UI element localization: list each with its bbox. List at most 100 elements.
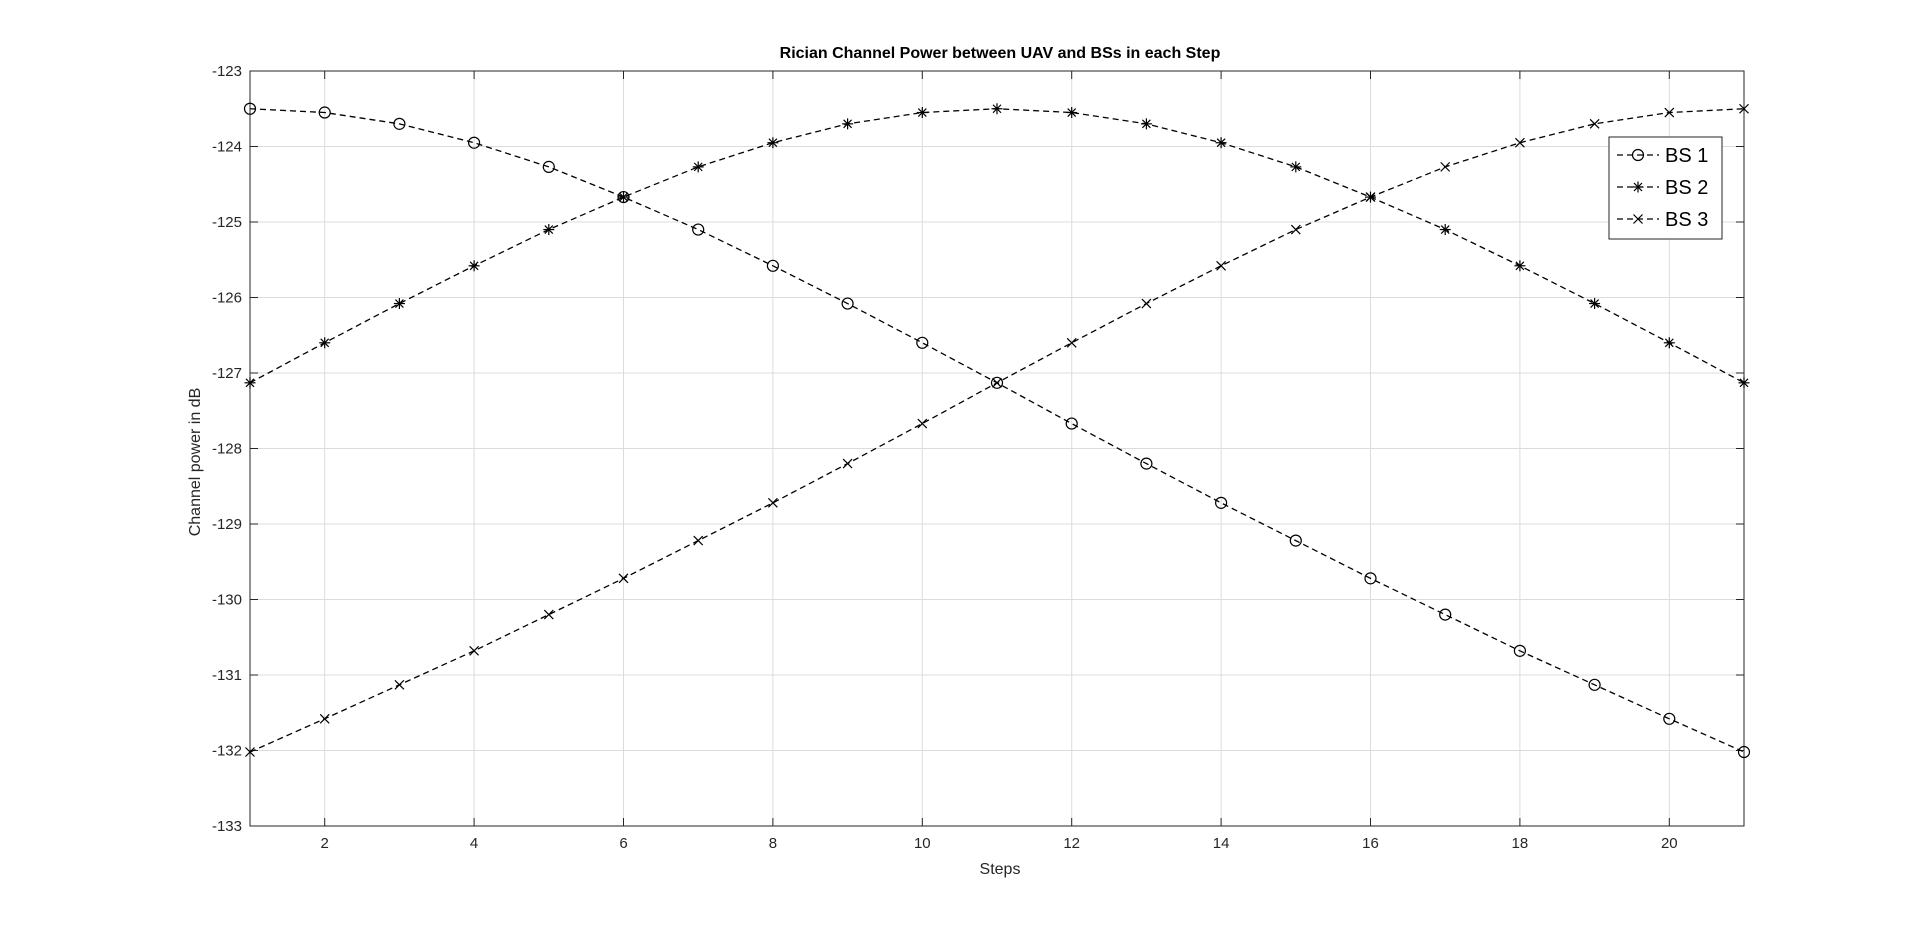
y-tick-label: -129 bbox=[212, 516, 242, 533]
data-point-bs-3 bbox=[917, 418, 928, 429]
data-point-bs-2 bbox=[1589, 298, 1601, 310]
legend-item-bs-2: BS 2 bbox=[1617, 177, 1708, 199]
data-point-bs-2 bbox=[1290, 161, 1302, 173]
data-point-bs-1 bbox=[542, 160, 555, 173]
data-point-bs-3 bbox=[319, 713, 330, 724]
y-tick-label: -123 bbox=[212, 63, 242, 80]
data-point-bs-3 bbox=[1440, 161, 1451, 172]
data-point-bs-1 bbox=[916, 336, 929, 349]
data-point-bs-2 bbox=[842, 118, 854, 130]
data-point-bs-1 bbox=[1364, 572, 1377, 585]
series-bs-2 bbox=[244, 103, 1750, 389]
y-tick-label: -133 bbox=[212, 818, 242, 835]
data-point-bs-3 bbox=[1589, 118, 1600, 129]
data-point-bs-2 bbox=[618, 191, 629, 203]
data-point-bs-1 bbox=[468, 136, 481, 149]
data-point-bs-3 bbox=[1066, 337, 1077, 348]
x-tick-label: 10 bbox=[914, 835, 931, 852]
data-point-bs-3 bbox=[1141, 298, 1152, 309]
data-point-bs-2 bbox=[1439, 224, 1451, 236]
data-point-bs-1 bbox=[1737, 745, 1751, 759]
data-point-bs-3 bbox=[992, 377, 1002, 388]
legend: BS 1 BS 2 BS 3 bbox=[1608, 136, 1723, 240]
data-point-bs-1 bbox=[318, 106, 331, 119]
y-tick-label: -124 bbox=[212, 139, 242, 156]
legend-item-bs-3: BS 3 bbox=[1617, 209, 1708, 231]
data-point-bs-1 bbox=[1588, 678, 1601, 691]
y-axis-label: Channel power in dB bbox=[187, 388, 204, 537]
y-tick-label: -126 bbox=[212, 290, 242, 307]
x-tick-label: 8 bbox=[769, 835, 777, 852]
data-point-bs-2 bbox=[1738, 377, 1750, 389]
data-point-bs-1 bbox=[1065, 417, 1078, 430]
legend-marker-bs-1 bbox=[1631, 148, 1645, 162]
data-point-bs-3 bbox=[618, 573, 629, 584]
legend-marker-bs-2 bbox=[1632, 181, 1644, 193]
data-point-bs-1 bbox=[1513, 644, 1527, 657]
y-tick-label: -131 bbox=[212, 667, 242, 684]
y-tick-label: -127 bbox=[212, 365, 242, 382]
data-point-bs-2 bbox=[1215, 137, 1227, 149]
x-tick-label: 2 bbox=[321, 835, 329, 852]
x-tick-label: 4 bbox=[470, 835, 478, 852]
data-point-bs-2 bbox=[1140, 118, 1152, 130]
x-tick-label: 20 bbox=[1661, 835, 1678, 852]
axes: 2 4 6 8 10 12 14 16 18 20 -133 -132 -131 -130 -129 -128… bbox=[212, 63, 1745, 852]
data-point-bs-2 bbox=[244, 377, 256, 389]
data-point-bs-3 bbox=[842, 458, 853, 469]
chart-title: Rician Channel Power between UAV and BSs… bbox=[780, 45, 1221, 62]
data-point-bs-1 bbox=[692, 223, 705, 236]
data-point-bs-2 bbox=[767, 137, 779, 149]
x-tick-label: 16 bbox=[1362, 835, 1379, 852]
data-point-bs-2 bbox=[991, 103, 1003, 115]
legend-label: BS 2 bbox=[1665, 177, 1708, 199]
x-tick-label: 12 bbox=[1063, 835, 1080, 852]
data-point-bs-3 bbox=[1365, 192, 1376, 203]
data-point-bs-3 bbox=[469, 645, 480, 656]
data-point-bs-3 bbox=[543, 609, 554, 620]
data-point-bs-1 bbox=[841, 297, 854, 310]
data-point-bs-2 bbox=[543, 224, 555, 236]
data-point-bs-3 bbox=[1216, 260, 1227, 271]
data-point-bs-3 bbox=[1664, 107, 1675, 118]
data-point-bs-3 bbox=[245, 747, 255, 757]
data-point-bs-3 bbox=[767, 497, 778, 508]
series-layer bbox=[243, 102, 1751, 759]
data-point-bs-2 bbox=[319, 337, 331, 349]
x-axis-label: Steps bbox=[980, 861, 1021, 878]
y-tick-label: -125 bbox=[212, 214, 242, 231]
grid-layer bbox=[250, 70, 1744, 827]
data-point-bs-3 bbox=[1290, 224, 1301, 235]
x-tick-label: 18 bbox=[1512, 835, 1529, 852]
data-point-bs-3 bbox=[394, 679, 405, 690]
data-point-bs-2 bbox=[1066, 107, 1078, 119]
data-point-bs-1 bbox=[1214, 496, 1228, 509]
data-point-bs-1 bbox=[1439, 608, 1452, 621]
y-tick-label: -130 bbox=[212, 592, 242, 609]
data-point-bs-2 bbox=[1663, 337, 1675, 349]
data-point-bs-2 bbox=[468, 260, 480, 272]
legend-box bbox=[1608, 136, 1723, 240]
data-point-bs-2 bbox=[393, 298, 405, 310]
legend-marker-bs-3 bbox=[1633, 214, 1643, 224]
data-point-bs-2 bbox=[1514, 260, 1526, 272]
data-point-bs-1 bbox=[990, 376, 1004, 389]
series-bs-3 bbox=[245, 103, 1749, 757]
data-point-bs-3 bbox=[693, 535, 704, 546]
data-point-bs-1 bbox=[1140, 457, 1153, 470]
legend-item-bs-1: BS 1 bbox=[1617, 145, 1708, 167]
data-point-bs-2 bbox=[916, 107, 928, 119]
data-point-bs-1 bbox=[1663, 712, 1676, 725]
data-point-bs-2 bbox=[692, 161, 704, 173]
data-point-bs-1 bbox=[1289, 534, 1302, 547]
data-point-bs-3 bbox=[1739, 103, 1749, 114]
data-point-bs-1 bbox=[766, 259, 780, 272]
x-tick-label: 14 bbox=[1213, 835, 1230, 852]
data-point-bs-1 bbox=[393, 117, 406, 130]
x-tick-label: 6 bbox=[619, 835, 627, 852]
data-point-bs-1 bbox=[243, 102, 257, 115]
y-tick-label: -128 bbox=[212, 441, 242, 458]
legend-label: BS 1 bbox=[1665, 145, 1708, 167]
legend-label: BS 3 bbox=[1665, 209, 1708, 231]
